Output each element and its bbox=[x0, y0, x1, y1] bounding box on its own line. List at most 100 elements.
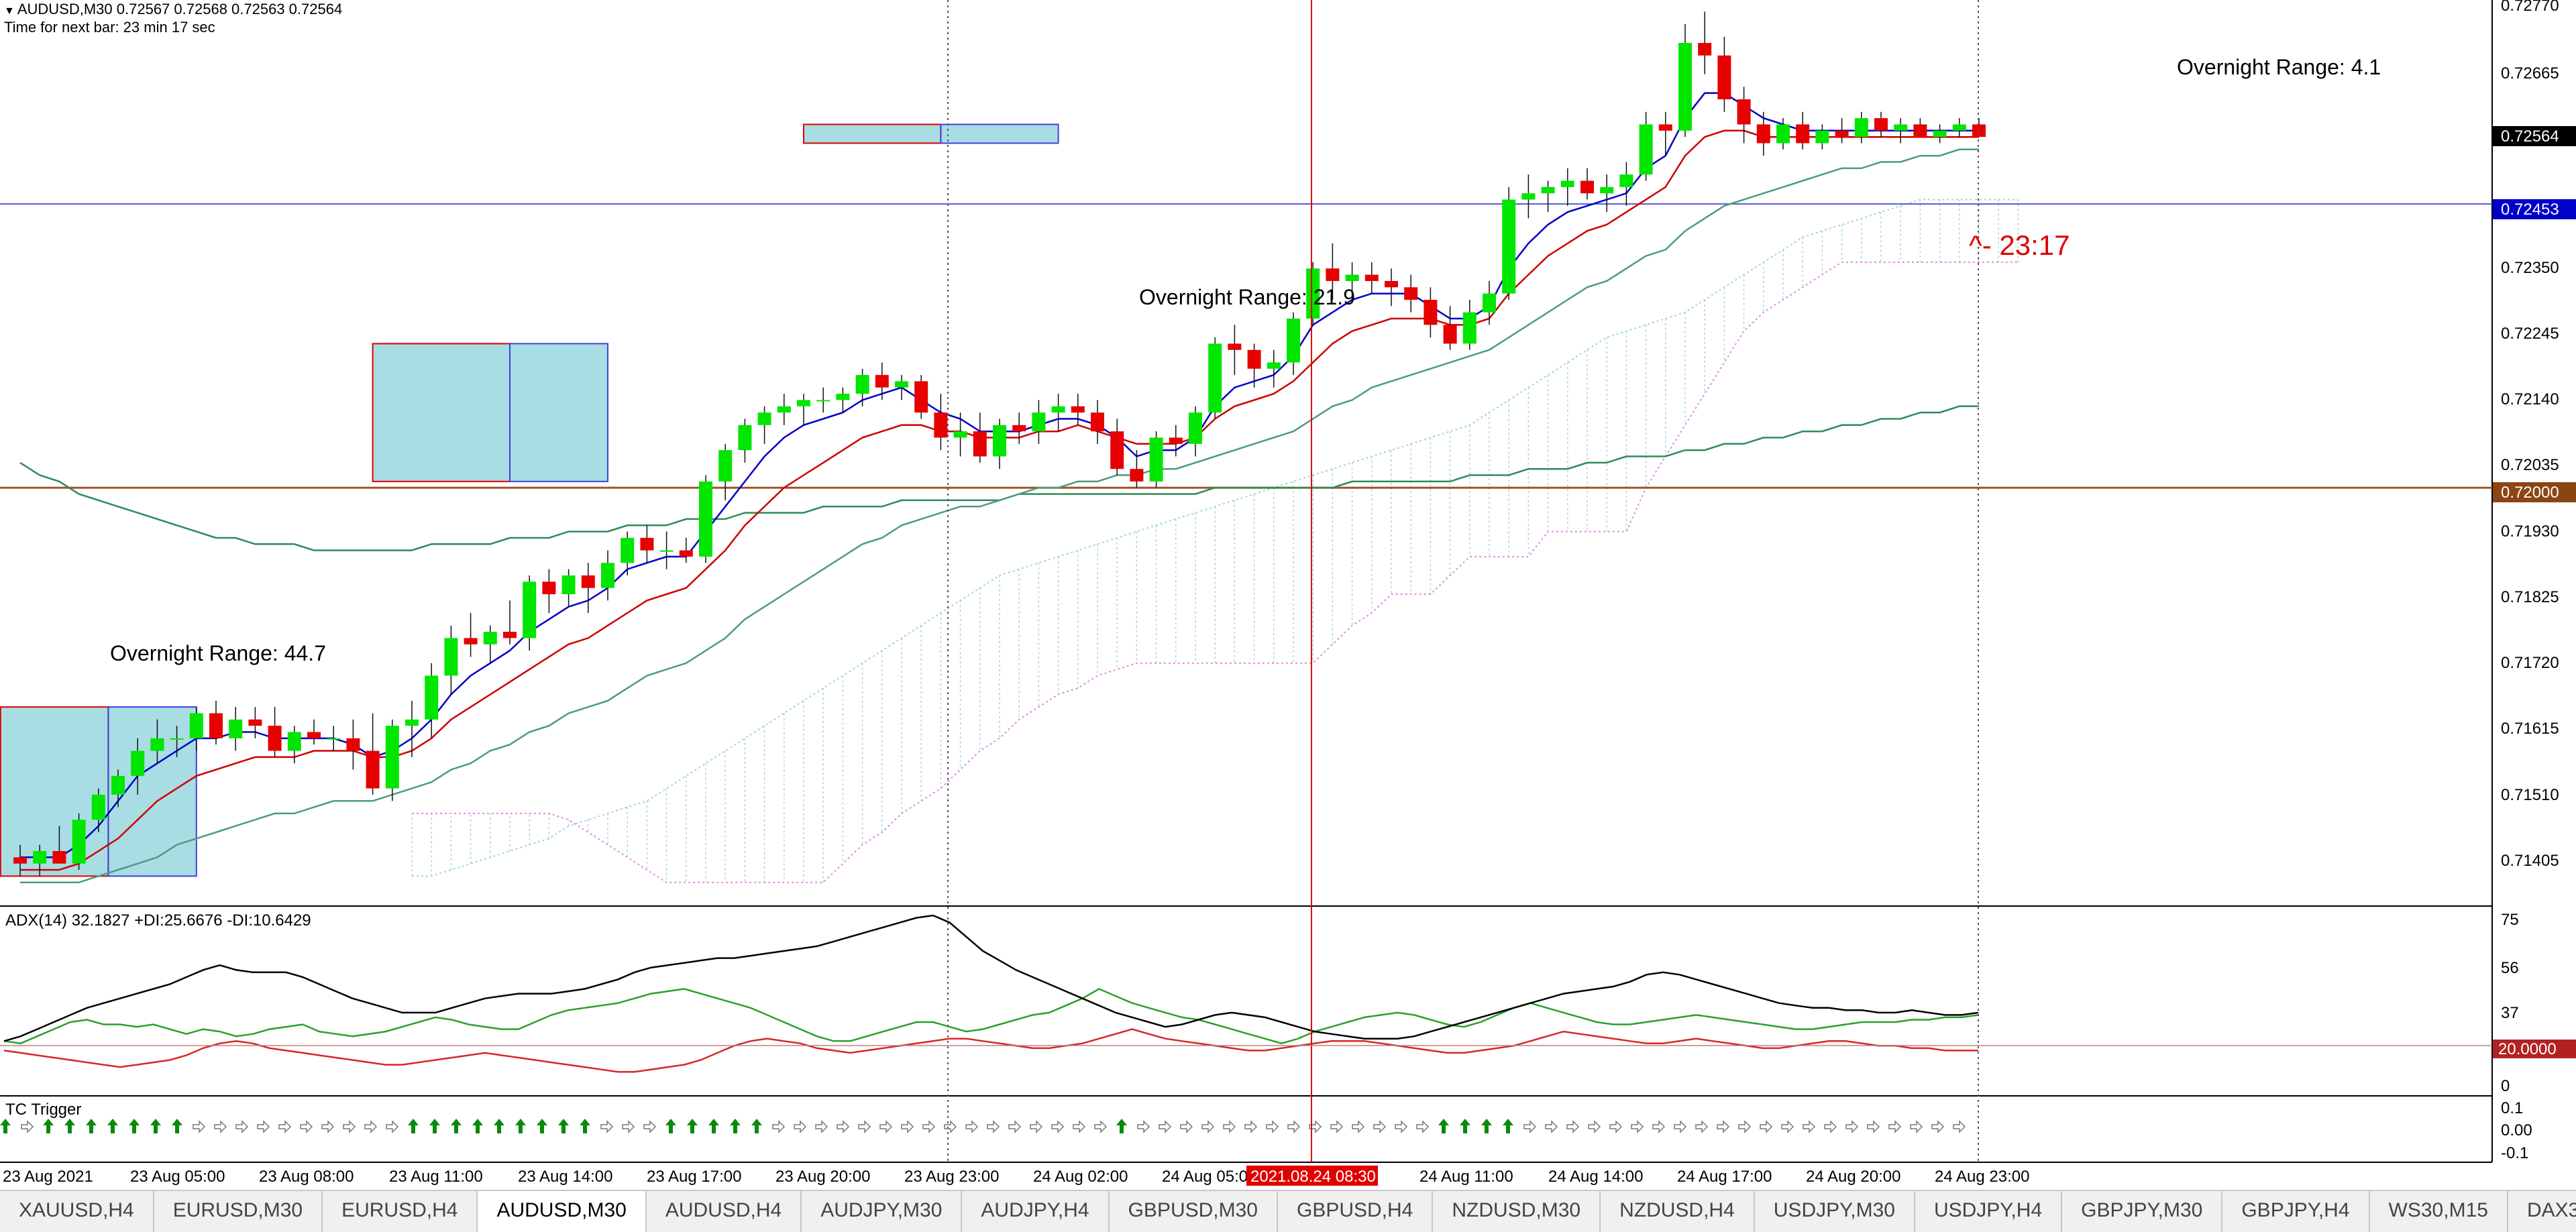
round-level-label: 0.72000 bbox=[2501, 484, 2559, 502]
overnight-range-label-2: Overnight Range: 21.9 bbox=[1139, 285, 1355, 309]
candle-bear bbox=[542, 581, 556, 595]
symbol-tab[interactable]: GBPUSD,M30 bbox=[1110, 1191, 1278, 1232]
minus-di-line bbox=[3, 1028, 1978, 1073]
tc-up-arrow bbox=[472, 1119, 483, 1133]
symbol-tab[interactable]: WS30,M15 bbox=[2370, 1191, 2508, 1232]
candle-bull bbox=[385, 726, 399, 789]
price-tick: 0.71405 bbox=[2501, 852, 2559, 870]
overnight-box-fill bbox=[804, 124, 1059, 144]
adx-tick: 37 bbox=[2501, 1004, 2519, 1022]
tc-neutral-arrow bbox=[1738, 1120, 1752, 1133]
symbol-tab[interactable]: USDJPY,H4 bbox=[1915, 1191, 2063, 1232]
candle-bull bbox=[1267, 362, 1281, 369]
tc-neutral-arrow bbox=[944, 1120, 957, 1133]
candle-bear bbox=[640, 537, 654, 551]
symbol-tab[interactable]: USDJPY,M30 bbox=[1755, 1191, 1915, 1232]
tc-neutral-arrow bbox=[386, 1120, 399, 1133]
symbol-tab[interactable]: GBPJPY,H4 bbox=[2222, 1191, 2370, 1232]
tc-neutral-arrow bbox=[364, 1120, 378, 1133]
symbol-tab[interactable]: GBPJPY,M30 bbox=[2062, 1191, 2223, 1232]
price-tick: 0.72665 bbox=[2501, 64, 2559, 82]
symbol-tab[interactable]: DAX30,M15 bbox=[2508, 1191, 2576, 1232]
tc-label: TC Trigger bbox=[5, 1101, 81, 1119]
tc-neutral-arrow bbox=[1803, 1120, 1816, 1133]
adx-tick: 75 bbox=[2501, 911, 2519, 929]
candle-bull bbox=[953, 431, 967, 438]
tc-neutral-arrow bbox=[1352, 1120, 1365, 1133]
candle-bull bbox=[1600, 186, 1614, 194]
candle-bull bbox=[1521, 193, 1536, 200]
symbol-tab[interactable]: AUDUSD,M30 bbox=[478, 1191, 647, 1232]
tc-neutral-arrow bbox=[1180, 1120, 1193, 1133]
price-tick: 0.71720 bbox=[2501, 654, 2559, 672]
tc-neutral-arrow bbox=[343, 1120, 356, 1133]
candle-bear bbox=[503, 632, 517, 638]
candle-bull bbox=[1619, 174, 1633, 187]
symbol-tab[interactable]: AUDUSD,H4 bbox=[647, 1191, 802, 1232]
candle-bull bbox=[1639, 124, 1653, 175]
price-tick: 0.71825 bbox=[2501, 588, 2559, 606]
symbol-tab[interactable]: EURUSD,H4 bbox=[323, 1191, 478, 1232]
tc-up-arrow bbox=[665, 1119, 676, 1133]
tc-up-arrow bbox=[129, 1119, 140, 1133]
bar-countdown: ^- 23:17 bbox=[1969, 229, 2070, 261]
blue-level-tag bbox=[2493, 199, 2576, 219]
symbol-tab[interactable]: NZDUSD,M30 bbox=[1433, 1191, 1601, 1232]
tc-neutral-arrow bbox=[193, 1120, 206, 1133]
candle-bull bbox=[1287, 319, 1300, 363]
candle-bear bbox=[934, 412, 948, 438]
candle-bull bbox=[1483, 293, 1496, 313]
symbol-tab[interactable]: AUDJPY,M30 bbox=[802, 1191, 963, 1232]
candle-bear bbox=[1796, 124, 1810, 144]
adx-label: ADX(14) 32.1827 +DI:25.6676 -DI:10.6429 bbox=[5, 911, 311, 930]
adx-line bbox=[3, 914, 1979, 1042]
crosshair-time-tag bbox=[1246, 1166, 1378, 1186]
candle-bear bbox=[1385, 280, 1398, 288]
candle-bear bbox=[1110, 431, 1124, 469]
tc-neutral-arrow bbox=[1652, 1120, 1666, 1133]
chart-canvas[interactable]: Overnight Range: 44.7 Overnight Range: 2… bbox=[0, 0, 2576, 1190]
candle-bull bbox=[895, 381, 908, 388]
candle-bull bbox=[111, 775, 125, 795]
candles bbox=[13, 11, 1986, 877]
tc-neutral-arrow bbox=[321, 1120, 335, 1133]
symbol-tab[interactable]: XAUUSD,H4 bbox=[0, 1191, 154, 1232]
candle-bear bbox=[1130, 469, 1144, 482]
symbol-tab[interactable]: GBPUSD,H4 bbox=[1278, 1191, 1434, 1232]
candle-bull bbox=[1815, 130, 1829, 144]
candle-bear bbox=[1874, 118, 1888, 131]
candle-bull bbox=[229, 719, 243, 738]
symbol-tab[interactable]: NZDUSD,H4 bbox=[1601, 1191, 1755, 1232]
tc-up-arrow bbox=[708, 1119, 719, 1133]
senkou-span-b bbox=[412, 262, 2019, 883]
tc-neutral-arrow bbox=[987, 1120, 1000, 1133]
tc-neutral-arrow bbox=[278, 1120, 292, 1133]
tc-neutral-arrow bbox=[1223, 1120, 1236, 1133]
tc-up-arrow bbox=[150, 1119, 161, 1133]
candle-bull bbox=[561, 575, 576, 595]
candle-bear bbox=[366, 750, 380, 789]
time-tick: 23 Aug 20:00 bbox=[775, 1168, 870, 1186]
tc-neutral-arrow bbox=[1395, 1120, 1408, 1133]
overnight-range-label-1: Overnight Range: 44.7 bbox=[110, 641, 326, 665]
symbol-tab[interactable]: EURUSD,M30 bbox=[154, 1191, 323, 1232]
tc-neutral-arrow bbox=[257, 1120, 270, 1133]
time-tick: 23 Aug 11:00 bbox=[389, 1168, 483, 1186]
tc-up-arrow bbox=[537, 1119, 547, 1133]
tc-up-arrow bbox=[86, 1119, 97, 1133]
candle-bear bbox=[1012, 425, 1026, 432]
tc-trigger-indicator bbox=[0, 1119, 1966, 1133]
chart-menu-icon[interactable]: ▼ bbox=[4, 5, 15, 17]
candle-bear bbox=[1737, 99, 1751, 125]
price-tick: 0.72245 bbox=[2501, 325, 2559, 343]
candle-bull bbox=[816, 400, 830, 402]
candle-bear bbox=[1835, 130, 1849, 137]
candle-bull bbox=[757, 412, 771, 425]
time-tick: 23 Aug 2021 bbox=[3, 1168, 93, 1186]
symbol-tab[interactable]: AUDJPY,H4 bbox=[962, 1191, 1110, 1232]
tc-neutral-arrow bbox=[1073, 1120, 1086, 1133]
candle-bull bbox=[189, 713, 203, 738]
tc-neutral-arrow bbox=[837, 1120, 850, 1133]
tc-neutral-arrow bbox=[879, 1120, 893, 1133]
